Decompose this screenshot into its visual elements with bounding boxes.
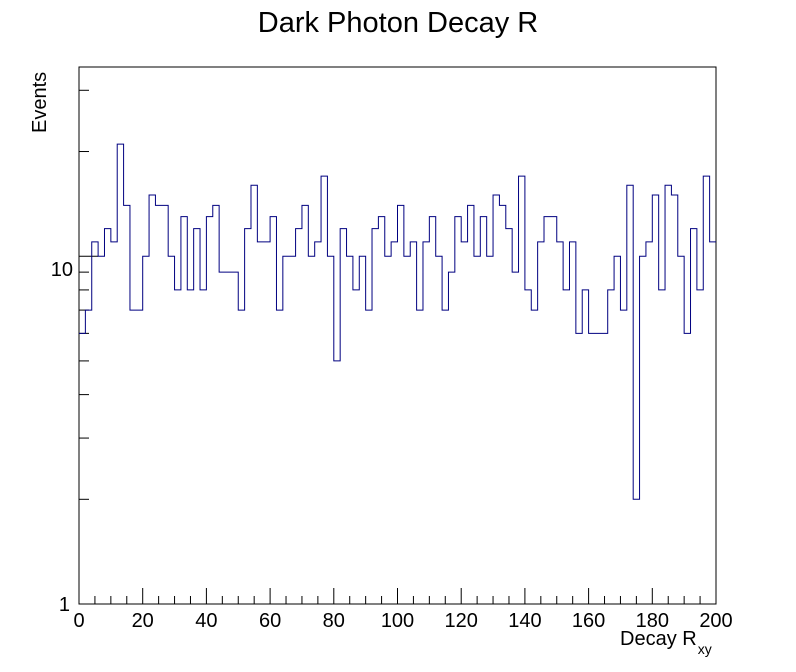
- x-axis-title-subscript: xy: [698, 641, 712, 657]
- x-tick-label: 140: [508, 610, 541, 632]
- x-tick-label: 40: [195, 610, 217, 632]
- chart-title: Dark Photon Decay R: [258, 7, 538, 39]
- y-tick-label-10: 10: [51, 259, 73, 281]
- x-tick-label: 0: [73, 610, 84, 632]
- x-axis-title: Decay Rxy: [620, 628, 712, 657]
- x-axis-title-main: Decay R: [620, 628, 697, 650]
- histogram-series-line: [79, 143, 716, 500]
- x-tick-label: 80: [323, 610, 345, 632]
- plot-frame: [78, 66, 717, 605]
- x-tick-labels: 0 20 40 60 80 100 120 140 160 180 200: [73, 610, 732, 632]
- x-tick-label: 120: [445, 610, 478, 632]
- y-tick-label-1: 1: [59, 594, 70, 616]
- x-tick-label: 200: [699, 610, 732, 632]
- y-axis-title: Events: [29, 72, 51, 133]
- x-tick-label: 180: [636, 610, 669, 632]
- x-tick-label: 60: [259, 610, 281, 632]
- x-tick-label: 160: [572, 610, 605, 632]
- x-axis: [78, 588, 717, 604]
- x-tick-label: 20: [132, 610, 154, 632]
- x-tick-label: 100: [381, 610, 414, 632]
